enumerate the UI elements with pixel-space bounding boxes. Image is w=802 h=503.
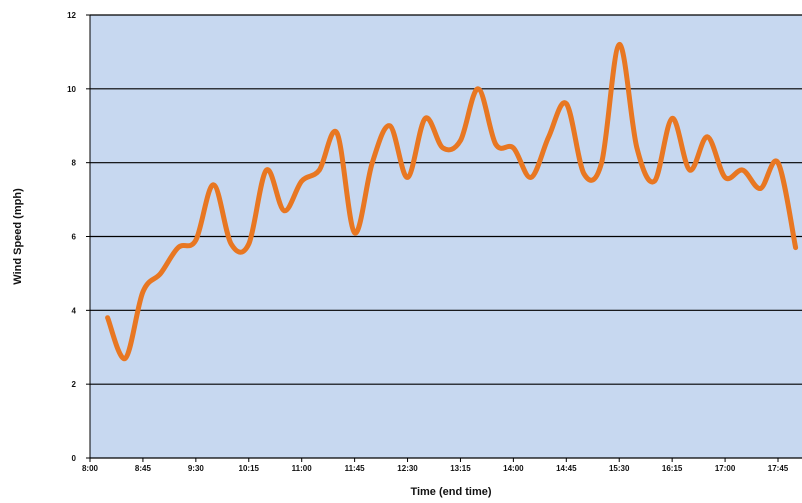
- series-line: [105, 41, 799, 361]
- data-point: [282, 208, 287, 213]
- y-tick-label: 12: [67, 11, 76, 20]
- data-point: [176, 245, 181, 250]
- data-point: [634, 145, 639, 150]
- y-tick-label: 0: [72, 454, 77, 463]
- x-tick-label: 17:45: [768, 464, 789, 473]
- data-point: [140, 289, 145, 294]
- data-point: [617, 42, 622, 47]
- data-point: [423, 116, 428, 121]
- data-point: [158, 271, 163, 276]
- x-tick-label: 8:00: [82, 464, 99, 473]
- data-point: [123, 356, 128, 361]
- data-point: [317, 168, 322, 173]
- data-point: [334, 131, 339, 136]
- x-tick-label: 12:30: [397, 464, 418, 473]
- y-axis-label: Wind Speed (mph): [12, 188, 24, 285]
- x-axis-label: Time (end time): [410, 486, 491, 498]
- x-tick-label: 16:15: [662, 464, 683, 473]
- x-tick-label: 8:45: [135, 464, 152, 473]
- x-tick-label: 15:30: [609, 464, 630, 473]
- data-point: [511, 145, 516, 150]
- data-point: [758, 186, 763, 191]
- data-point: [229, 241, 234, 246]
- data-point: [705, 134, 710, 139]
- data-point: [440, 145, 445, 150]
- data-point: [793, 245, 798, 250]
- data-point: [105, 315, 110, 320]
- data-point: [246, 241, 251, 246]
- data-point: [493, 142, 498, 147]
- data-point: [458, 138, 463, 143]
- data-point: [581, 171, 586, 176]
- data-point: [723, 175, 728, 180]
- data-point: [387, 123, 392, 128]
- data-point: [740, 168, 745, 173]
- data-point: [776, 160, 780, 165]
- x-tick-label: 13:15: [450, 464, 471, 473]
- data-point: [352, 230, 357, 235]
- x-tick-label: 10:15: [239, 464, 260, 473]
- data-point: [405, 175, 410, 180]
- x-tick-label: 11:00: [292, 464, 313, 473]
- y-tick-label: 2: [72, 380, 77, 389]
- x-tick-label: 14:00: [503, 464, 524, 473]
- x-axis-ticks: 8:00 8:45 9:30 10:15 11:00 11:45 12:30 13:15 14:…: [82, 458, 789, 473]
- data-point: [370, 160, 375, 165]
- data-point: [264, 168, 269, 173]
- data-point: [299, 179, 304, 184]
- x-tick-label: 11:45: [345, 464, 366, 473]
- y-tick-label: 10: [67, 85, 76, 94]
- data-point: [546, 134, 551, 139]
- y-axis-ticks: 0 2 4 6 8 10 12: [67, 11, 90, 463]
- data-point: [564, 101, 569, 106]
- data-point: [599, 160, 604, 165]
- y-tick-label: 4: [72, 306, 77, 315]
- x-tick-label: 17:00: [715, 464, 736, 473]
- data-point: [529, 175, 534, 180]
- data-point: [670, 116, 675, 121]
- data-point: [211, 182, 216, 187]
- data-point: [193, 238, 198, 243]
- x-tick-label: 9:30: [188, 464, 205, 473]
- data-point: [652, 179, 657, 184]
- x-tick-label: 14:45: [556, 464, 577, 473]
- data-point: [476, 86, 481, 91]
- data-points: [105, 42, 798, 361]
- y-tick-label: 8: [72, 159, 77, 168]
- data-point: [687, 168, 692, 173]
- y-tick-label: 6: [72, 233, 77, 242]
